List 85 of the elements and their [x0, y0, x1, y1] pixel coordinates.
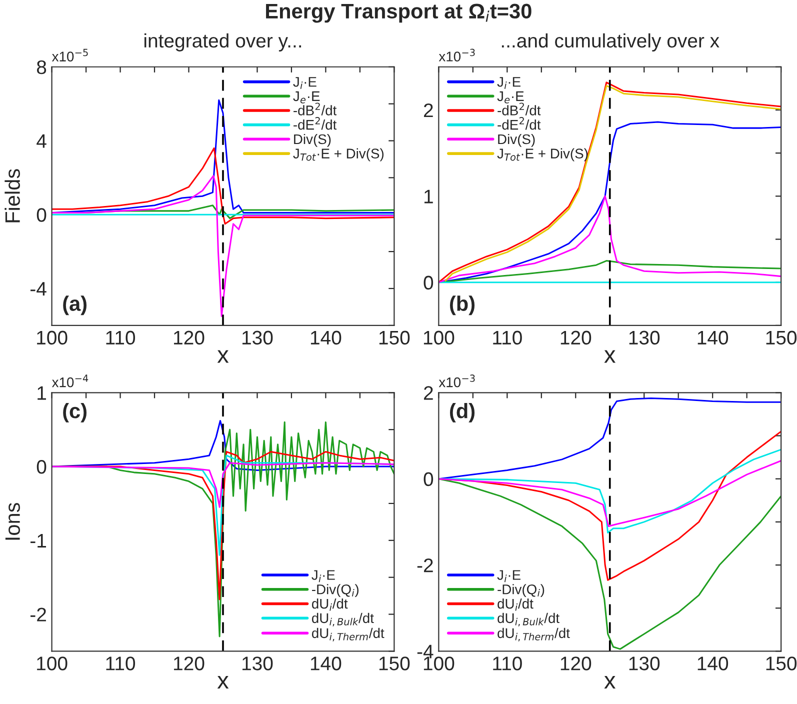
legend-label: J$_{i}$·E: [497, 570, 520, 582]
legend-label: dU$_{i}$/dt: [498, 598, 534, 611]
legend-label: J$_{i}$·E: [497, 77, 520, 89]
x-axis-title: x: [217, 350, 229, 363]
x-tick-label: 140: [698, 656, 728, 670]
legend-label: -dE$^{2}$/dt: [294, 117, 337, 130]
x-tick-label: 100: [424, 656, 454, 670]
x-tick-label: 140: [310, 330, 342, 345]
legend-label: J$_{e}$·E: [497, 91, 524, 104]
line-series: [438, 448, 782, 534]
text: x10$^{−5}$: [52, 48, 88, 62]
legend-label: -Div(Q$_{i}$): [312, 584, 358, 598]
y-axis-title: Fields: [4, 169, 20, 222]
y-tick-label: 1: [424, 190, 433, 204]
x-tick-label: 120: [560, 656, 592, 670]
y-tick-label: 0: [36, 460, 46, 474]
legend-label: -dB$^{2}$/dt: [498, 102, 541, 116]
legend-label: dU$_{i,Bulk}$/dt: [312, 612, 374, 626]
line-series: [438, 397, 782, 480]
annotation: (a): [63, 296, 86, 316]
annotation: (d): [450, 402, 475, 422]
annotation: (c): [63, 402, 86, 422]
legend-label: -dB$^{2}$/dt: [294, 102, 337, 116]
x-tick-label: 130: [242, 656, 273, 670]
x-tick-label: 150: [379, 330, 410, 345]
x-tick-label: 100: [424, 330, 454, 345]
chart-subtitle: integrated over y...: [144, 33, 302, 52]
text: x10$^{−3}$: [438, 374, 475, 388]
y-tick-label: 4: [36, 134, 46, 148]
x-tick-label: 150: [766, 656, 797, 670]
line-series: [438, 460, 782, 527]
x-tick-label: 110: [493, 330, 522, 345]
legend-label: dU$_{i}$/dt: [312, 598, 348, 611]
y-tick-label: 0: [424, 276, 434, 290]
legend-label: dU$_{i,Therm}$/dt: [312, 628, 384, 642]
x-tick-label: 110: [106, 656, 136, 670]
y-tick-label: -4: [417, 644, 434, 658]
x-tick-label: 140: [310, 656, 342, 670]
x-tick-label: 110: [493, 656, 522, 670]
x-tick-label: 120: [174, 330, 204, 345]
x-tick-label: 120: [174, 656, 204, 670]
x-tick-label: 140: [698, 330, 728, 345]
legend-label: J$_{Tot}$·E + Div(S): [497, 148, 588, 162]
line-series: [52, 175, 394, 317]
y-tick-label: 2: [424, 386, 433, 400]
y-axis-title: Ions: [5, 502, 20, 540]
y-tick-label: -1: [30, 534, 46, 548]
x-tick-label: 100: [37, 330, 68, 345]
y-tick-label: -2: [417, 558, 433, 572]
y-tick-label: 8: [36, 60, 46, 74]
x-axis-title: x: [217, 676, 229, 689]
legend-label: -Div(Q$_{i}$): [498, 584, 544, 598]
legend-label: dU$_{i,Therm}$/dt: [498, 628, 570, 642]
x-tick-label: 130: [242, 330, 273, 345]
x-axis-title: x: [604, 676, 616, 689]
legend-label: J$_{Tot}$·E + Div(S): [293, 148, 384, 162]
x-axis-title: x: [604, 350, 616, 363]
text: x10$^{−3}$: [438, 48, 475, 62]
y-tick-label: 2: [424, 103, 433, 118]
annotation: (b): [450, 296, 475, 316]
x-tick-label: 150: [379, 656, 410, 670]
line-series: [438, 195, 782, 284]
legend-label: Div(S): [498, 134, 535, 147]
legend-label: Div(S): [294, 134, 331, 147]
x-tick-label: 100: [37, 656, 68, 670]
y-tick-label: -2: [30, 608, 46, 622]
x-tick-label: 130: [629, 656, 660, 670]
text: x10$^{−4}$: [52, 374, 88, 388]
x-tick-label: 130: [629, 330, 660, 345]
x-tick-label: 150: [766, 330, 797, 345]
x-tick-label: 110: [106, 330, 136, 345]
legend-label: J$_{i}$·E: [293, 77, 316, 89]
legend-label: -dE$^{2}$/dt: [498, 117, 541, 130]
line-series: [52, 462, 394, 508]
legend-label: J$_{e}$·E: [293, 91, 320, 104]
x-tick-label: 120: [560, 330, 592, 345]
y-tick-label: 1: [38, 386, 46, 400]
legend-label: J$_{i}$·E: [312, 570, 335, 582]
y-tick-label: -4: [30, 282, 46, 296]
y-tick-label: 0: [424, 472, 434, 486]
y-tick-label: 0: [36, 208, 46, 222]
legend-label: dU$_{i,Bulk}$/dt: [498, 612, 560, 626]
line-series: [52, 147, 394, 225]
chart-title: Energy Transport at Ω$_{i}$t=30: [266, 4, 532, 23]
chart-subtitle: ...and cumulatively over x: [502, 33, 720, 52]
